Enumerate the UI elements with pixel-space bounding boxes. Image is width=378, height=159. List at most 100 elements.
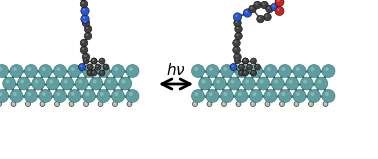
Circle shape — [114, 103, 115, 104]
Circle shape — [10, 65, 23, 77]
Circle shape — [92, 59, 94, 61]
Circle shape — [318, 80, 322, 83]
Circle shape — [42, 92, 46, 96]
Circle shape — [56, 103, 57, 104]
Circle shape — [91, 70, 97, 76]
Circle shape — [112, 65, 124, 77]
Circle shape — [206, 65, 219, 77]
Circle shape — [100, 92, 104, 96]
Circle shape — [315, 77, 328, 90]
Circle shape — [107, 80, 111, 83]
Circle shape — [236, 34, 239, 36]
Circle shape — [213, 77, 226, 90]
Circle shape — [13, 92, 17, 96]
Circle shape — [233, 46, 240, 54]
Circle shape — [245, 10, 248, 13]
Circle shape — [254, 64, 260, 70]
Circle shape — [249, 65, 262, 77]
Circle shape — [194, 92, 198, 96]
Circle shape — [239, 64, 245, 70]
Circle shape — [244, 59, 246, 61]
Circle shape — [0, 65, 8, 77]
Circle shape — [84, 32, 92, 40]
Circle shape — [243, 70, 248, 76]
Circle shape — [293, 90, 306, 103]
Circle shape — [129, 92, 133, 96]
Circle shape — [100, 71, 102, 73]
Circle shape — [251, 101, 256, 107]
Circle shape — [79, 0, 87, 1]
Circle shape — [239, 70, 245, 76]
Circle shape — [222, 101, 226, 107]
Circle shape — [257, 15, 264, 23]
Circle shape — [84, 101, 88, 107]
Circle shape — [266, 103, 268, 104]
Circle shape — [234, 58, 240, 64]
Circle shape — [128, 103, 130, 104]
Circle shape — [80, 65, 82, 67]
Circle shape — [17, 77, 30, 90]
Circle shape — [244, 71, 246, 73]
Circle shape — [208, 103, 210, 104]
Circle shape — [259, 17, 261, 19]
Circle shape — [246, 64, 253, 70]
Circle shape — [97, 90, 110, 103]
Circle shape — [194, 67, 198, 71]
Circle shape — [230, 63, 237, 70]
Circle shape — [264, 90, 277, 103]
Circle shape — [122, 80, 125, 83]
Circle shape — [54, 90, 67, 103]
Circle shape — [84, 55, 86, 57]
Circle shape — [82, 2, 84, 4]
Circle shape — [261, 1, 268, 9]
Circle shape — [71, 67, 75, 71]
Circle shape — [103, 64, 109, 70]
Circle shape — [70, 103, 71, 104]
Circle shape — [80, 46, 88, 54]
Circle shape — [192, 90, 204, 103]
Circle shape — [129, 67, 133, 71]
Circle shape — [282, 67, 285, 71]
Circle shape — [235, 25, 242, 33]
Circle shape — [99, 58, 105, 64]
Circle shape — [80, 0, 88, 8]
Circle shape — [115, 92, 118, 96]
Circle shape — [282, 92, 285, 96]
Circle shape — [10, 90, 23, 103]
Circle shape — [252, 103, 253, 104]
Circle shape — [207, 101, 212, 107]
Circle shape — [262, 3, 265, 5]
Circle shape — [26, 103, 28, 104]
Circle shape — [273, 5, 275, 7]
Circle shape — [234, 48, 237, 50]
Circle shape — [233, 13, 242, 21]
Circle shape — [82, 48, 84, 50]
Circle shape — [40, 101, 45, 107]
Circle shape — [233, 39, 240, 47]
Circle shape — [266, 5, 273, 13]
Circle shape — [245, 80, 249, 83]
Circle shape — [39, 90, 52, 103]
Circle shape — [238, 92, 242, 96]
Circle shape — [92, 59, 94, 61]
Circle shape — [194, 103, 195, 104]
Circle shape — [236, 59, 238, 61]
Circle shape — [54, 101, 59, 107]
Circle shape — [61, 77, 74, 90]
Circle shape — [39, 65, 52, 77]
Circle shape — [64, 80, 68, 83]
Circle shape — [324, 103, 325, 104]
Circle shape — [71, 92, 75, 96]
Circle shape — [0, 92, 2, 96]
Circle shape — [46, 77, 59, 90]
Circle shape — [267, 7, 270, 9]
Circle shape — [88, 65, 90, 67]
Circle shape — [85, 67, 89, 71]
Circle shape — [88, 71, 90, 73]
Circle shape — [254, 1, 261, 9]
Circle shape — [112, 90, 124, 103]
Circle shape — [286, 77, 299, 90]
Circle shape — [310, 92, 314, 96]
Circle shape — [249, 5, 256, 13]
Circle shape — [83, 58, 89, 64]
